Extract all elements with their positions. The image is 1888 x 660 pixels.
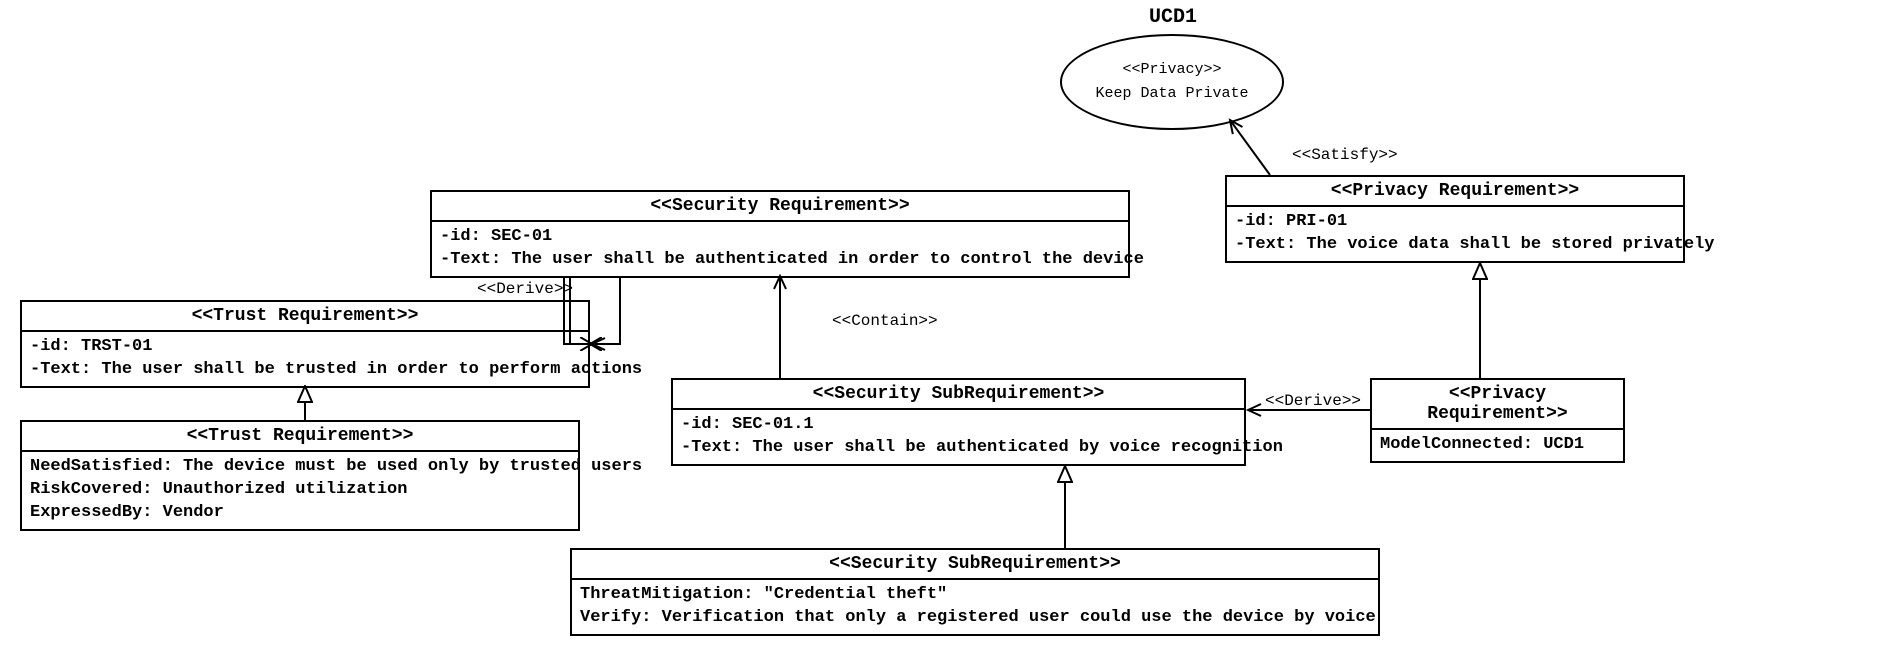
- node-body: ModelConnected: UCD1: [1372, 430, 1623, 461]
- node-title: <<Security SubRequirement>>: [572, 550, 1378, 580]
- node-body: -id: TRST-01 -Text: The user shall be tr…: [22, 332, 588, 386]
- node-title: <<Security Requirement>>: [432, 192, 1128, 222]
- edge-label-contain: <<Contain>>: [830, 312, 940, 330]
- edge-label-derive-1: <<Derive>>: [475, 280, 575, 298]
- node-title: <<Trust Requirement>>: [22, 422, 578, 452]
- edge-label-satisfy: <<Satisfy>>: [1290, 146, 1400, 164]
- ucd-title: UCD1: [1133, 6, 1213, 29]
- ucd-ellipse: <<Privacy>> Keep Data Private: [1060, 34, 1284, 130]
- node-trust-requirement: <<Trust Requirement>> -id: TRST-01 -Text…: [20, 300, 590, 388]
- node-trust-requirement-detail: <<Trust Requirement>> NeedSatisfied: The…: [20, 420, 580, 531]
- node-title: <<Security SubRequirement>>: [673, 380, 1244, 410]
- node-security-subrequirement-detail: <<Security SubRequirement>> ThreatMitiga…: [570, 548, 1380, 636]
- ucd-ellipse-stereotype: <<Privacy>>: [1122, 58, 1221, 82]
- node-body: -id: PRI-01 -Text: The voice data shall …: [1227, 207, 1683, 261]
- node-body: NeedSatisfied: The device must be used o…: [22, 452, 578, 529]
- node-title: <<Privacy Requirement>>: [1227, 177, 1683, 207]
- node-title: <<Trust Requirement>>: [22, 302, 588, 332]
- node-body: -id: SEC-01.1 -Text: The user shall be a…: [673, 410, 1244, 464]
- node-security-subrequirement: <<Security SubRequirement>> -id: SEC-01.…: [671, 378, 1246, 466]
- node-security-requirement: <<Security Requirement>> -id: SEC-01 -Te…: [430, 190, 1130, 278]
- ucd-ellipse-label: Keep Data Private: [1095, 82, 1248, 106]
- edge-label-derive-2: <<Derive>>: [1263, 392, 1363, 410]
- node-body: ThreatMitigation: "Credential theft" Ver…: [572, 580, 1378, 634]
- node-privacy-requirement-small: <<Privacy Requirement>> ModelConnected: …: [1370, 378, 1625, 463]
- node-title: <<Privacy Requirement>>: [1372, 380, 1623, 430]
- diagram-canvas: UCD1 <<Privacy>> Keep Data Private <<Sec…: [0, 0, 1888, 660]
- node-privacy-requirement: <<Privacy Requirement>> -id: PRI-01 -Tex…: [1225, 175, 1685, 263]
- node-body: -id: SEC-01 -Text: The user shall be aut…: [432, 222, 1128, 276]
